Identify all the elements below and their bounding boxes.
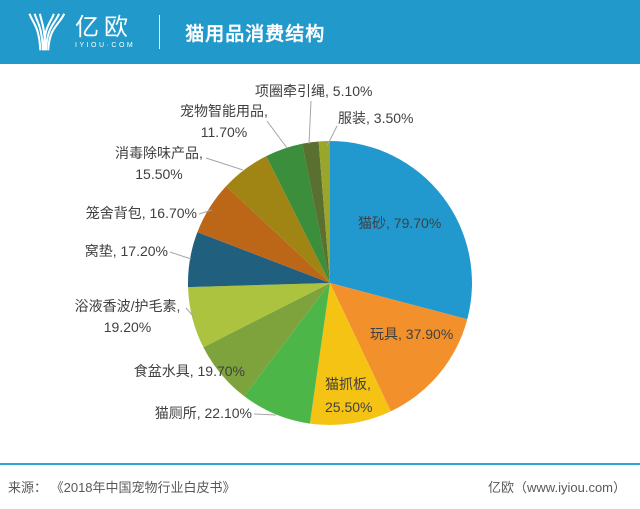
leader-line-xiaodu — [205, 157, 244, 171]
footer-divider — [0, 463, 640, 465]
pie-label-food-bowls: 食盆水具, 19.70% — [105, 361, 245, 382]
pie-label-text: 笼舍背包, 16.70% — [85, 205, 197, 221]
pie-label-text: 消毒除味产品, — [115, 145, 203, 161]
pie-slice-1 — [330, 283, 468, 412]
logo-name: 亿欧 — [75, 14, 133, 41]
leader-line-chongwu — [266, 120, 288, 149]
leader-line-longshe — [198, 209, 213, 215]
pie-label-value: 15.50% — [135, 166, 183, 182]
pie-label-cat-litter: 猫砂, 79.70% — [358, 213, 441, 234]
pie-slice-9 — [266, 143, 330, 283]
pie-slice-10 — [302, 141, 330, 283]
pie-label-text: 宠物智能用品, — [180, 103, 268, 119]
chart-title: 猫用品消费结构 — [185, 23, 326, 45]
header-separator — [159, 15, 161, 49]
pie-label-text: 猫砂, 79.70% — [358, 215, 442, 231]
pie-label-value: 19.20% — [103, 319, 152, 335]
pie-slice-2 — [309, 283, 391, 426]
leader-line-wodian — [169, 251, 192, 260]
credit-note: 亿欧（www.iyiou.com） — [488, 480, 626, 495]
pie-label-shampoo: 浴液香波/护毛素, 19.20% — [55, 296, 200, 338]
pie-slice-4 — [203, 283, 330, 397]
pie-label-clothing: 服装, 3.50% — [338, 108, 413, 129]
logo-domain: IYIOU·COM — [75, 42, 136, 49]
iyiou-logo-mark-icon — [28, 13, 66, 51]
pie-label-collar-leash: 项圈牵引绳, 5.10% — [255, 81, 372, 102]
pie-label-scratcher: 猫抓板, 25.50% — [325, 373, 372, 419]
leader-lines-group — [169, 100, 338, 416]
pie-label-text: 浴液香波/护毛素, — [74, 298, 181, 314]
pie-label-value: 25.50% — [325, 399, 373, 415]
pie-label-value: 11.70% — [200, 124, 248, 140]
pie-slice-11 — [318, 141, 330, 283]
pie-label-text: 猫抓板, — [325, 376, 371, 392]
pie-label-smart-products: 宠物智能用品, 11.70% — [154, 101, 294, 143]
pie-slice-6 — [188, 232, 330, 288]
source-note: 来源： 《2018年中国宠物行业白皮书》 — [8, 480, 236, 495]
pie-label-text: 猫厕所, 22.10% — [154, 405, 252, 421]
pie-label-cat-toilet: 猫厕所, 22.10% — [112, 403, 252, 424]
leader-line-yuye — [185, 307, 195, 318]
iyiou-logo: 亿欧 IYIOU·COM — [26, 11, 135, 53]
leader-line-maocesuo — [253, 413, 277, 416]
pie-label-cage-backpack: 笼舍背包, 16.70% — [57, 203, 197, 224]
pie-slice-5 — [188, 283, 330, 348]
pie-label-bedding: 窝垫, 17.20% — [28, 241, 168, 262]
pie-label-deodorizing: 消毒除味产品, 15.50% — [89, 143, 229, 185]
pie-slice-7 — [197, 186, 330, 283]
pie-slice-8 — [226, 156, 330, 283]
leader-line-xiangquan — [308, 100, 312, 145]
pie-slices-group — [188, 141, 472, 426]
pie-slice-0 — [330, 141, 472, 320]
pie-label-text: 服装, 3.50% — [338, 110, 414, 126]
pie-label-text: 窝垫, 17.20% — [84, 243, 168, 259]
pie-label-text: 项圈牵引绳, 5.10% — [255, 83, 373, 99]
leader-line-fuzhuang — [326, 125, 338, 147]
pie-slice-3 — [244, 283, 330, 424]
pie-label-toys: 玩具, 37.90% — [370, 324, 453, 345]
pie-label-text: 食盆水具, 19.70% — [133, 363, 245, 379]
iyiou-logo-text: 亿欧 IYIOU·COM — [75, 14, 136, 50]
header-bar: 亿欧 IYIOU·COM 猫用品消费结构 — [0, 0, 640, 64]
pie-label-text: 玩具, 37.90% — [370, 326, 454, 342]
